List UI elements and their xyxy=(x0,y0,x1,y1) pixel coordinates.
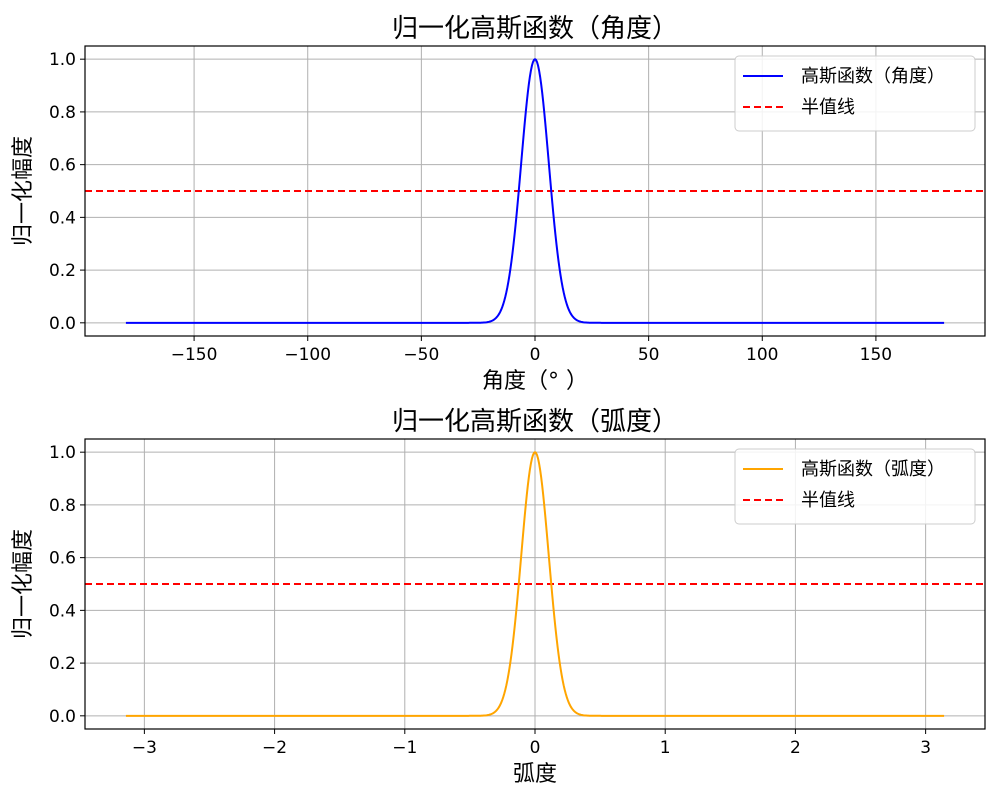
chart-1-xtick-label-5: 2 xyxy=(790,738,801,758)
chart-0-ytick-label-0: 0.0 xyxy=(49,314,76,334)
chart-1-title: 归一化高斯函数（弧度） xyxy=(392,407,678,437)
chart-1-ytick-label-3: 0.6 xyxy=(49,549,76,569)
chart-0-legend-label-0: 高斯函数（角度） xyxy=(801,66,945,87)
chart-1-ytick-label-2: 0.4 xyxy=(49,601,76,621)
chart-1-series-line-0 xyxy=(125,450,945,717)
chart-0-ytick-label-3: 0.6 xyxy=(49,156,76,176)
chart-0-title: 归一化高斯函数（角度） xyxy=(392,14,678,44)
chart-0: −150 −100 −50 0 50 100 150 0.0 0.2 0.4 0.6 0.8 1.0 归一… xyxy=(11,14,986,394)
chart-0-ylabel: 归一化幅度 xyxy=(11,136,36,246)
chart-0-xlabel: 角度（° ） xyxy=(482,369,588,394)
chart-0-legend-box xyxy=(734,55,976,132)
chart-1: −3 −2 −1 0 1 2 3 0.0 0.2 0.4 0.6 0.8 1.0 归一化高斯函数（弧度） 弧… xyxy=(11,407,986,787)
chart-1-legend-label-0: 高斯函数（弧度） xyxy=(801,459,945,480)
chart-1-xlabel: 弧度 xyxy=(513,762,557,787)
chart-0-xtick-label-5: 100 xyxy=(746,345,778,365)
chart-1-xtick-label-0: −3 xyxy=(132,738,157,758)
chart-0-legend-label-1: 半值线 xyxy=(801,97,855,118)
chart-0-xtick-label-1: −100 xyxy=(284,345,331,365)
chart-0-xtick-label-3: 0 xyxy=(530,345,541,365)
chart-1-xtick-label-2: −1 xyxy=(392,738,417,758)
chart-1-ytick-label-1: 0.2 xyxy=(49,654,76,674)
chart-1-xtick-label-1: −2 xyxy=(262,738,287,758)
chart-1-xtick-label-4: 1 xyxy=(660,738,671,758)
chart-0-ytick-label-5: 1.0 xyxy=(49,50,76,70)
chart-0-xtick-label-4: 50 xyxy=(638,345,660,365)
chart-1-legend: 高斯函数（弧度） 半值线 xyxy=(734,448,976,525)
chart-1-xtick-label-3: 0 xyxy=(530,738,541,758)
chart-0-xtick-label-6: 150 xyxy=(860,345,892,365)
chart-0-xtick-label-2: −50 xyxy=(403,345,439,365)
chart-0-ytick-label-2: 0.4 xyxy=(49,208,76,228)
chart-1-ylabel: 归一化幅度 xyxy=(11,529,36,639)
chart-1-xtick-label-6: 3 xyxy=(920,738,931,758)
chart-0-ytick-label-4: 0.8 xyxy=(49,103,76,123)
chart-1-legend-label-1: 半值线 xyxy=(801,490,855,511)
chart-0-series-line-0 xyxy=(125,57,945,324)
chart-1-legend-box xyxy=(734,448,976,525)
chart-0-xtick-label-0: −150 xyxy=(171,345,218,365)
chart-0-ytick-label-1: 0.2 xyxy=(49,261,76,281)
chart-0-legend: 高斯函数（角度） 半值线 xyxy=(734,55,976,132)
chart-1-ytick-label-4: 0.8 xyxy=(49,496,76,516)
chart-1-ytick-label-5: 1.0 xyxy=(49,443,76,463)
chart-1-ytick-label-0: 0.0 xyxy=(49,707,76,727)
